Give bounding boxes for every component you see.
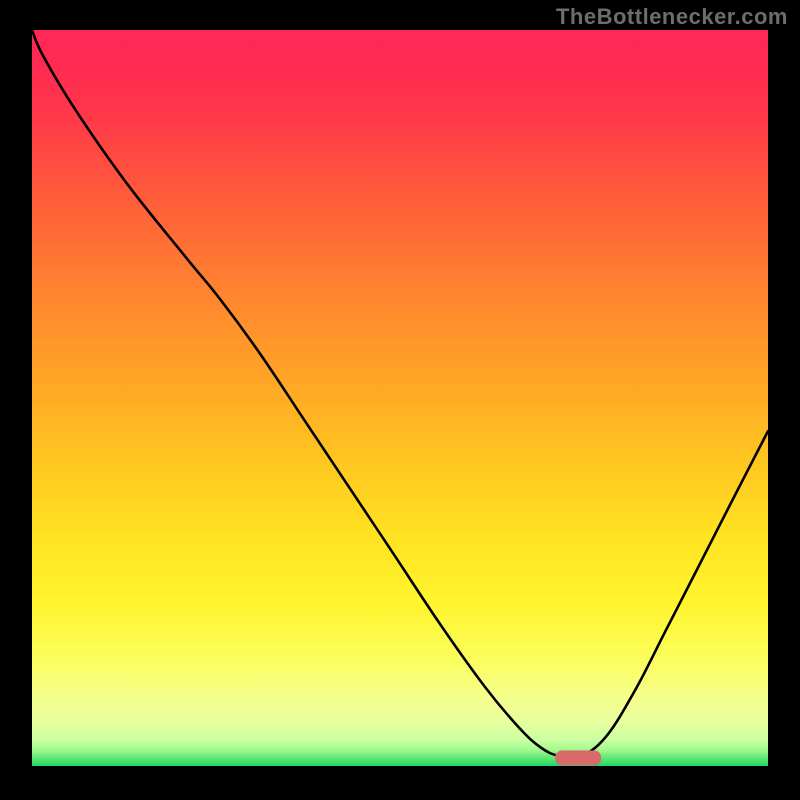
optimal-point-marker [555,750,601,765]
gradient-background [32,30,768,766]
chart-canvas: TheBottlenecker.com [0,0,800,800]
chart-svg [0,0,800,800]
attribution-watermark: TheBottlenecker.com [556,4,788,30]
